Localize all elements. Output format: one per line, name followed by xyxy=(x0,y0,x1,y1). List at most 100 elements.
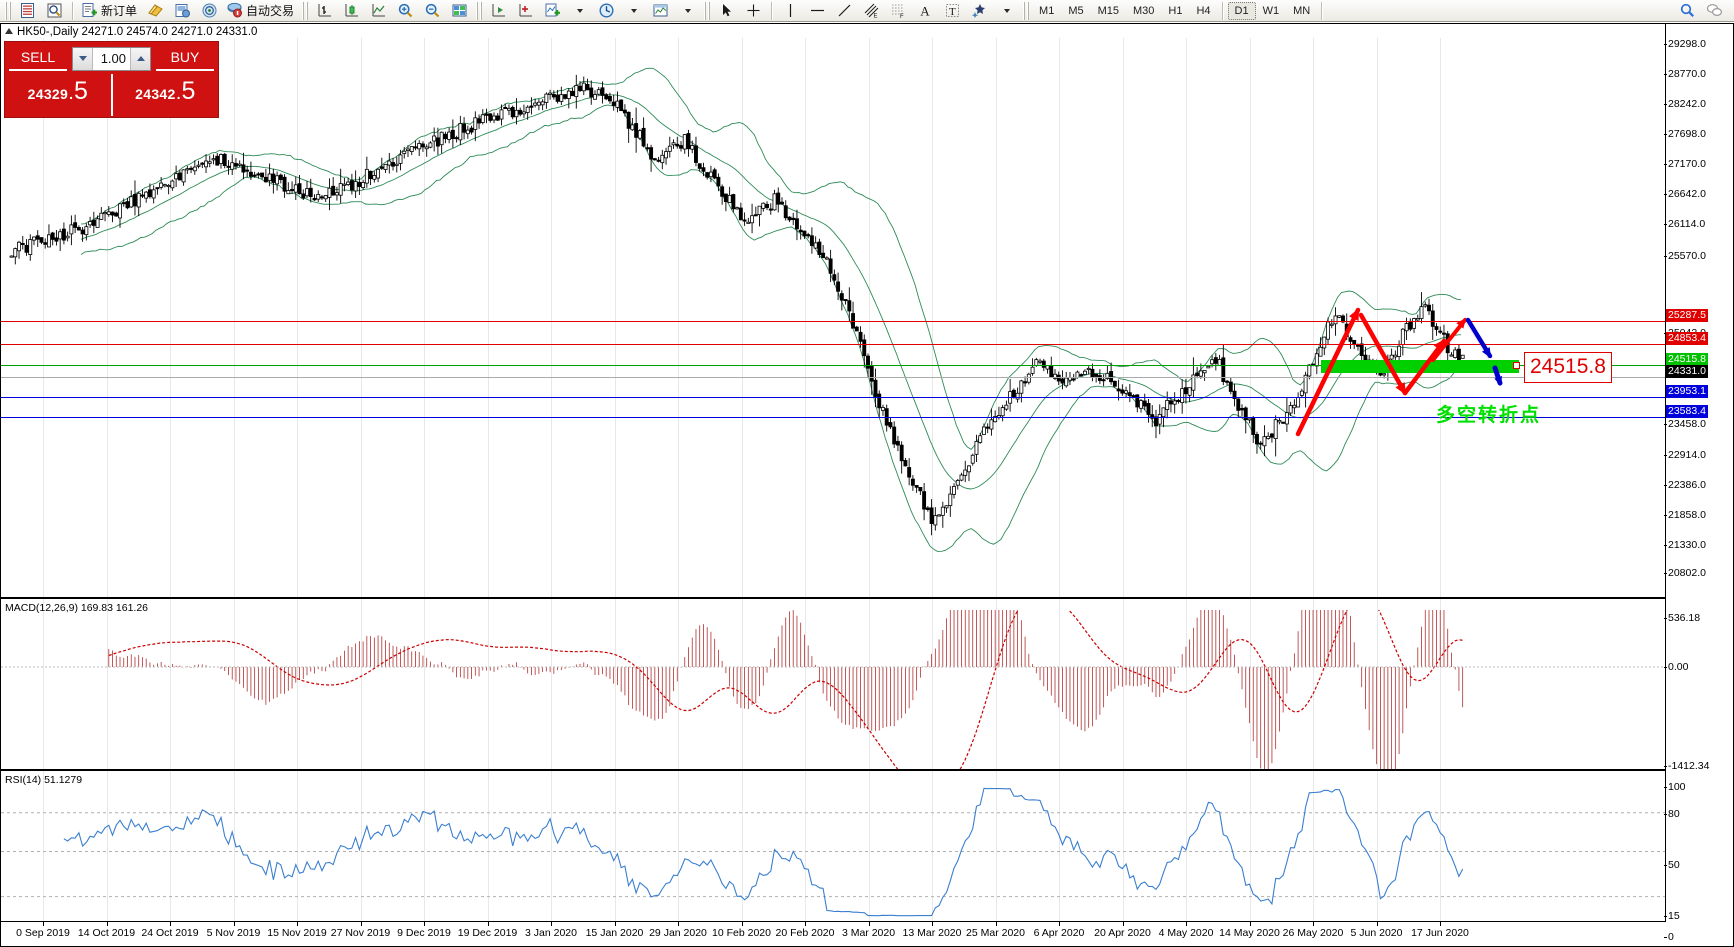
timeframe-h1[interactable]: H1 xyxy=(1168,4,1183,17)
cursor-button[interactable] xyxy=(713,0,740,22)
timeframe-m1[interactable]: M1 xyxy=(1039,4,1055,17)
sell-price[interactable]: 24329 . 5 xyxy=(5,72,111,118)
price-tick: 27170.0 xyxy=(1664,158,1706,170)
otp-price-row: 24329 . 5 24342 . 5 xyxy=(5,72,218,118)
market-watch-icon[interactable] xyxy=(14,0,41,22)
toolbar-grip-2[interactable] xyxy=(302,1,309,20)
templates-button[interactable] xyxy=(647,0,674,22)
signals-icon xyxy=(201,2,218,19)
text-label-icon: T xyxy=(944,2,961,19)
trendline-button[interactable] xyxy=(831,0,858,22)
date-tick-mark xyxy=(1249,922,1251,926)
timeframe-mn[interactable]: MN xyxy=(1293,4,1311,17)
line-chart-button[interactable] xyxy=(365,0,392,22)
support-line-green[interactable] xyxy=(1,365,1666,366)
chart-window[interactable]: HK50-,Daily 24271.0 24574.0 24271.0 2433… xyxy=(0,23,1734,947)
rsi-tick: 15 xyxy=(1664,910,1680,922)
timeframe-w1[interactable]: W1 xyxy=(1262,4,1280,17)
current-price-line[interactable] xyxy=(1,377,1666,378)
toolbar-grip-4[interactable] xyxy=(704,1,711,20)
chart-grid-button[interactable] xyxy=(446,0,473,22)
price-badge[interactable]: 24853.4 xyxy=(1666,332,1708,345)
text-button[interactable]: A xyxy=(912,0,939,22)
pane-separator-1[interactable] xyxy=(1,597,1666,599)
buy-button[interactable]: BUY xyxy=(156,46,214,71)
chart-shift-icon xyxy=(517,2,534,19)
date-tick: 17 Jun 2020 xyxy=(1411,927,1469,939)
price-pane[interactable] xyxy=(1,38,1666,584)
toolbar-grip-5[interactable] xyxy=(1023,1,1030,20)
timeframe-m15[interactable]: M15 xyxy=(1097,4,1119,17)
date-tick: 10 Feb 2020 xyxy=(712,927,771,939)
timeframe-m30[interactable]: M30 xyxy=(1133,4,1155,17)
price-badge[interactable]: 25287.5 xyxy=(1666,309,1708,322)
auto-scroll-button[interactable] xyxy=(485,0,512,22)
chat-button[interactable] xyxy=(1701,0,1728,22)
resistance-line-2[interactable] xyxy=(1,344,1666,345)
price-badge[interactable]: 24515.8 xyxy=(1666,353,1708,366)
date-tick: 6 Apr 2020 xyxy=(1033,927,1085,939)
autotrading-button[interactable]: 自动交易 xyxy=(223,0,299,22)
turning-point-annotation[interactable]: 多空转折点 xyxy=(1436,404,1542,426)
timeframe-h4[interactable]: H4 xyxy=(1196,4,1211,17)
periods-button[interactable] xyxy=(593,0,620,22)
date-tick: 20 Apr 2020 xyxy=(1094,927,1151,939)
data-window-icon[interactable] xyxy=(41,0,68,22)
text-label-button[interactable]: T xyxy=(939,0,966,22)
pane-separator-2[interactable] xyxy=(1,769,1666,771)
signals-button[interactable] xyxy=(196,0,223,22)
date-tick-mark xyxy=(805,922,806,926)
zoom-out-button[interactable] xyxy=(419,0,446,22)
macd-pane[interactable] xyxy=(1,610,1666,770)
templates-dropdown-button[interactable] xyxy=(674,0,701,22)
bar-chart-button[interactable] xyxy=(311,0,338,22)
vertical-line-button[interactable] xyxy=(777,0,804,22)
rsi-pane[interactable] xyxy=(1,782,1666,921)
volume-increment-button[interactable] xyxy=(130,47,150,70)
shapes-button[interactable] xyxy=(966,0,993,22)
support-line-blue-2[interactable] xyxy=(1,417,1666,418)
price-badge[interactable]: 23583.4 xyxy=(1666,405,1708,418)
indicators-icon xyxy=(544,2,561,19)
price-label-box[interactable]: 24515.8 xyxy=(1524,352,1612,383)
search-button[interactable] xyxy=(1674,0,1701,22)
resistance-line-1[interactable] xyxy=(1,321,1666,322)
crosshair-button[interactable] xyxy=(740,0,767,22)
price-tick: 20802.0 xyxy=(1664,567,1706,579)
equidistant-channel-button[interactable]: E xyxy=(858,0,885,22)
indicators-dropdown-button[interactable] xyxy=(566,0,593,22)
toolbar-grip-3[interactable] xyxy=(476,1,483,20)
volume-decrement-button[interactable] xyxy=(73,47,93,70)
price-badge[interactable]: 24331.0 xyxy=(1666,365,1708,378)
new-order-button[interactable]: 新订单 xyxy=(78,0,142,22)
shapes-dropdown-button[interactable] xyxy=(993,0,1020,22)
fibonacci-retracement-button[interactable]: F xyxy=(885,0,912,22)
zoom-in-button[interactable] xyxy=(392,0,419,22)
timeframe-d1[interactable]: D1 xyxy=(1227,1,1256,20)
date-axis[interactable]: 0 Sep 2019 14 Oct 2019 24 Oct 2019 5 Nov 20… xyxy=(1,921,1666,946)
price-badge[interactable]: 23953.1 xyxy=(1666,385,1708,398)
expert-advisors-icon xyxy=(174,2,191,19)
periods-dropdown-button[interactable] xyxy=(620,0,647,22)
candlestick-chart-button[interactable] xyxy=(338,0,365,22)
indicators-button[interactable] xyxy=(539,0,566,22)
horizontal-line-button[interactable] xyxy=(804,0,831,22)
buy-price[interactable]: 24342 . 5 xyxy=(113,72,219,118)
date-tick: 25 Mar 2020 xyxy=(966,927,1025,939)
volume-value[interactable]: 1.00 xyxy=(100,50,126,66)
chart-shift-button[interactable] xyxy=(512,0,539,22)
timeframe-m5[interactable]: M5 xyxy=(1068,4,1084,17)
expert-advisors-button[interactable] xyxy=(169,0,196,22)
chart-collapse-icon[interactable] xyxy=(5,28,13,34)
support-line-blue-1[interactable] xyxy=(1,397,1666,398)
support-zone-bar[interactable] xyxy=(1321,360,1519,373)
sell-button[interactable]: SELL xyxy=(9,46,67,71)
one-click-trading-panel[interactable]: SELL 1.00 BUY 24329 . 5 24342 . xyxy=(4,41,219,118)
date-tick: 14 Oct 2019 xyxy=(77,927,136,939)
date-tick: 14 May 2020 xyxy=(1219,927,1280,939)
date-tick: 5 Nov 2019 xyxy=(206,927,261,939)
metaeditor-button[interactable] xyxy=(142,0,169,22)
toolbar-grip[interactable] xyxy=(5,1,11,20)
volume-stepper[interactable]: 1.00 xyxy=(72,46,151,71)
price-axis[interactable]: 29298.0 28770.0 28242.0 27698.0 27170.0 26642… xyxy=(1663,24,1734,946)
